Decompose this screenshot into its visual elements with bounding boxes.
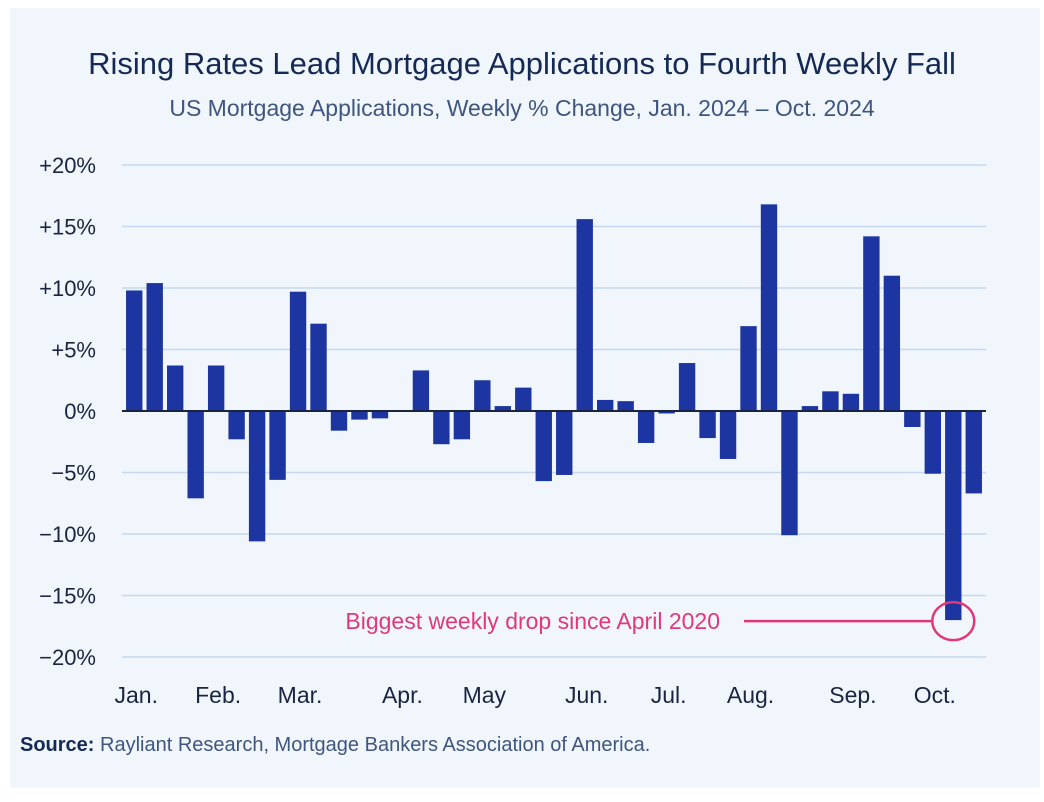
y-tick-label: −20% <box>39 645 96 670</box>
bar <box>289 291 307 411</box>
bar <box>822 391 839 411</box>
bar <box>453 411 471 440</box>
bar <box>187 411 204 499</box>
y-tick-label: +5% <box>51 338 96 363</box>
annotation: Biggest weekly drop since April 2020 <box>345 600 976 642</box>
y-tick-label: +20% <box>39 153 96 178</box>
bar <box>760 204 778 411</box>
x-tick-label: Oct. <box>914 682 956 708</box>
bar <box>740 326 757 411</box>
bar <box>269 411 286 480</box>
bar <box>781 411 798 536</box>
y-tick-label: +10% <box>39 276 96 301</box>
bar <box>412 370 430 411</box>
bar <box>924 411 941 474</box>
bar <box>556 411 573 475</box>
bar <box>228 411 245 440</box>
bar <box>842 393 860 411</box>
bar <box>146 283 163 411</box>
bar <box>719 411 737 459</box>
chart-subtitle: US Mortgage Applications, Weekly % Chang… <box>169 95 875 121</box>
bar <box>637 411 655 443</box>
x-tick-label: Mar. <box>278 682 323 708</box>
y-tick-label: +15% <box>39 215 96 240</box>
x-tick-label: Jun. <box>565 682 608 708</box>
bars <box>126 204 982 621</box>
bar <box>965 411 982 494</box>
y-tick-label: −15% <box>39 584 96 609</box>
bar <box>371 411 389 419</box>
bar <box>351 411 368 420</box>
x-tick-label: May <box>463 682 507 708</box>
x-tick-label: Jan. <box>114 682 157 708</box>
source-text: Rayliant Research, Mortgage Bankers Asso… <box>100 734 651 756</box>
bar <box>904 411 921 427</box>
bar <box>535 411 552 482</box>
bar <box>658 411 675 414</box>
bar <box>474 380 491 411</box>
source-label: Source: <box>20 734 95 756</box>
bar <box>494 406 511 411</box>
x-tick-label: Feb. <box>195 682 241 708</box>
bar <box>617 401 634 411</box>
y-tick-label: −10% <box>39 522 96 547</box>
bar <box>678 363 696 411</box>
bar <box>248 411 266 542</box>
bar <box>576 219 593 411</box>
x-tick-label: Aug. <box>727 682 774 708</box>
y-axis-ticks: +20% +15% +10% +5% 0% −5% −10% −15% −20% <box>39 153 96 670</box>
bar <box>433 411 450 445</box>
bar <box>945 411 962 621</box>
bar <box>310 323 327 411</box>
bar <box>699 411 716 439</box>
x-tick-label: Sep. <box>829 682 876 708</box>
bar <box>597 399 614 411</box>
bar <box>515 387 532 411</box>
y-tick-label: −5% <box>51 461 96 486</box>
chart-title: Rising Rates Lead Mortgage Applications … <box>88 46 956 81</box>
x-axis-ticks: Jan. Feb. Mar. Apr. May Jun. Jul. Aug. Sep. Oct. <box>114 682 955 708</box>
gridlines <box>122 164 986 658</box>
annotation-label: Biggest weekly drop since April 2020 <box>345 608 720 634</box>
bar <box>126 290 143 411</box>
bar <box>863 236 880 411</box>
x-tick-label: Jul. <box>651 682 687 708</box>
bar <box>207 365 225 411</box>
bar <box>883 275 901 411</box>
bar <box>801 406 819 411</box>
bar <box>167 365 184 411</box>
bar <box>330 411 348 431</box>
x-tick-label: Apr. <box>382 682 423 708</box>
bar-chart: +20% +15% +10% +5% 0% −5% −10% −15% −20% Jan. Feb… <box>39 153 986 708</box>
y-tick-label: 0% <box>64 399 96 424</box>
source-note: Source: Rayliant Research, Mortgage Bank… <box>20 734 650 757</box>
